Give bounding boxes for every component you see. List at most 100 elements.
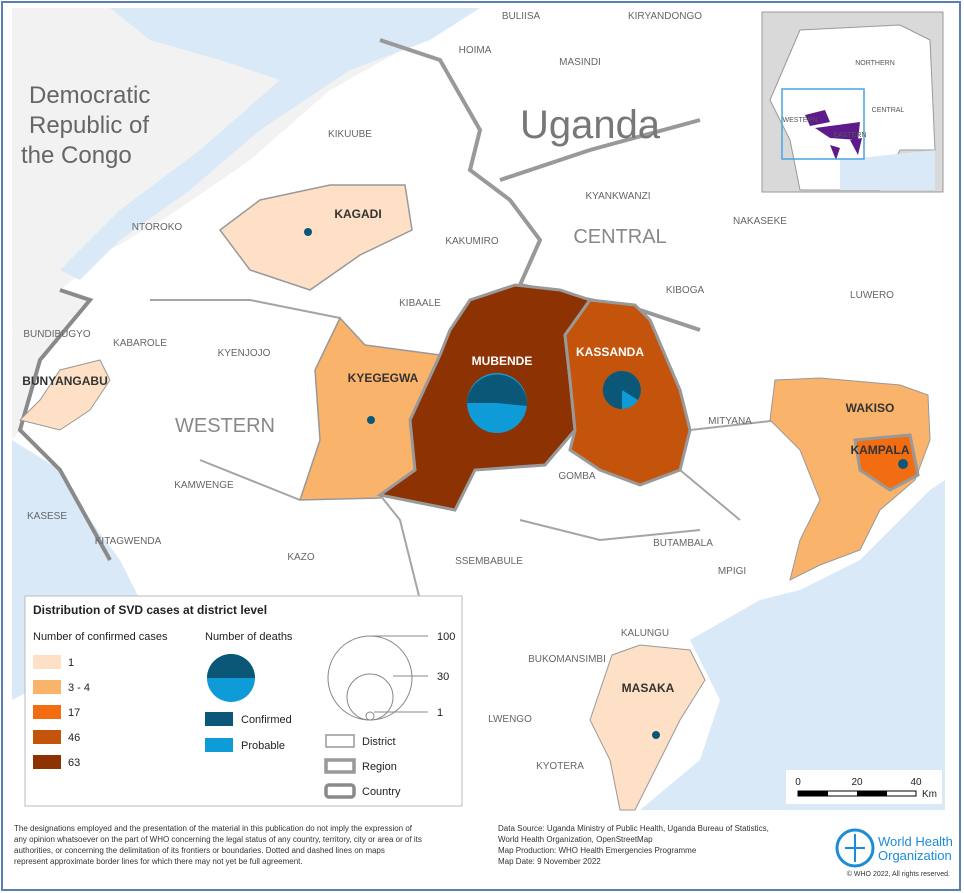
district-label: WAKISO bbox=[846, 401, 895, 415]
district-label: KYANKWANZI bbox=[585, 191, 650, 202]
disclaimer: represent approximate border lines for w… bbox=[14, 857, 303, 866]
legend-swatch bbox=[33, 705, 61, 719]
legend-swatch bbox=[33, 730, 61, 744]
district-label: NAKASEKE bbox=[733, 216, 787, 227]
who-emblem bbox=[845, 834, 865, 862]
district-label: KITAGWENDA bbox=[95, 536, 162, 547]
country-label: the Congo bbox=[21, 142, 132, 169]
country-label: Democratic bbox=[29, 82, 150, 109]
legend-class: 3 - 4 bbox=[68, 682, 90, 694]
dot bbox=[367, 416, 375, 424]
legend-class: 1 bbox=[68, 657, 74, 669]
district-label: BUNYANGABU bbox=[22, 374, 108, 388]
legend-heading: Number of deaths bbox=[205, 631, 293, 643]
source: Data Source: Uganda Ministry of Public H… bbox=[498, 824, 769, 833]
district-bunyangabu bbox=[19, 359, 111, 431]
legend-class: 46 bbox=[68, 732, 80, 744]
legend-size-label: 100 bbox=[437, 631, 455, 643]
district-label: LUWERO bbox=[850, 290, 894, 301]
inset-label: NORTHERN bbox=[855, 60, 895, 67]
legend-boundary bbox=[324, 758, 356, 774]
legend-class: 63 bbox=[68, 757, 80, 769]
district-label: MASAKA bbox=[622, 681, 675, 695]
inset-label: WESTERN bbox=[783, 117, 818, 124]
district-label: KABAROLE bbox=[113, 338, 167, 349]
source: World Health Organization, OpenStreetMap bbox=[498, 835, 653, 844]
scale-box bbox=[786, 770, 942, 804]
district-label: MUBENDE bbox=[472, 354, 533, 368]
district-label: KASESE bbox=[27, 511, 67, 522]
district-label: SSEMBABULE bbox=[455, 556, 523, 567]
district-wakiso bbox=[769, 377, 931, 581]
district-label: MPIGI bbox=[718, 566, 746, 577]
disclaimer: authorities, or concerning the delimitat… bbox=[14, 846, 385, 855]
drc-land bbox=[12, 290, 90, 440]
legend-death-type: Confirmed bbox=[241, 714, 292, 726]
country-label: Republic of bbox=[29, 112, 149, 139]
district-kampala bbox=[853, 433, 920, 492]
country-border bbox=[17, 288, 112, 561]
district-label: KAMPALA bbox=[850, 443, 909, 457]
country-label: Uganda bbox=[520, 103, 661, 147]
pie-kassanda-confirmed bbox=[602, 371, 641, 410]
legend-leaders bbox=[370, 635, 428, 713]
legend-size-label: 1 bbox=[437, 707, 443, 719]
legend-swatch bbox=[33, 680, 61, 694]
source: Map Date: 9 November 2022 bbox=[498, 857, 601, 866]
legend-size-label: 30 bbox=[437, 671, 449, 683]
inset-label: CENTRAL bbox=[872, 107, 905, 114]
who-emblem bbox=[835, 828, 875, 868]
legend-boundary-label: Region bbox=[362, 761, 397, 773]
scale-bar-seg bbox=[798, 791, 828, 796]
district-label: KYENJOJO bbox=[218, 348, 271, 359]
district-label: NTOROKO bbox=[132, 222, 183, 233]
legend-swatch bbox=[33, 655, 61, 669]
region-label: WESTERN bbox=[175, 415, 275, 437]
inset-lake bbox=[840, 150, 935, 190]
legend-death-type: Probable bbox=[241, 740, 285, 752]
district-label: KIBOGA bbox=[666, 285, 705, 296]
lake-albert bbox=[60, 8, 480, 280]
who-name: Organization bbox=[878, 848, 952, 863]
scale-bar bbox=[786, 770, 942, 804]
legend-pie-confirmed bbox=[207, 654, 255, 678]
legend-title: Distribution of SVD cases at district le… bbox=[33, 603, 267, 617]
legend bbox=[24, 595, 463, 807]
legend-size bbox=[365, 711, 375, 721]
scale-label: 20 bbox=[851, 777, 863, 788]
district-label: KYOTERA bbox=[536, 761, 584, 772]
region-label: CENTRAL bbox=[573, 226, 666, 248]
district-label: BUNDIBUGYO bbox=[23, 329, 90, 340]
district-label: BULIISA bbox=[502, 11, 541, 22]
legend-boundary bbox=[325, 734, 355, 748]
pie-mubende-confirmed bbox=[467, 374, 528, 406]
scale-label: 40 bbox=[910, 777, 922, 788]
district-label: BUTAMBALA bbox=[653, 538, 713, 549]
district-label: KAGADI bbox=[334, 207, 381, 221]
dot bbox=[304, 228, 312, 236]
district-label: HOIMA bbox=[459, 45, 492, 56]
legend-swatch bbox=[205, 738, 233, 752]
district-label: KIKUUBE bbox=[328, 129, 372, 140]
scale-label: 0 bbox=[795, 777, 801, 788]
inset-extent bbox=[781, 88, 865, 160]
district-label: MITYANA bbox=[708, 416, 752, 427]
district-borders bbox=[150, 299, 781, 661]
legend-swatch bbox=[33, 755, 61, 769]
district-label: KAKUMIRO bbox=[445, 236, 499, 247]
district-label: KYEGEGWA bbox=[348, 371, 419, 385]
legend-heading: Number of confirmed cases bbox=[33, 631, 168, 643]
dot bbox=[898, 459, 908, 469]
legend-boundary-label: Country bbox=[362, 786, 401, 798]
district-label: MASINDI bbox=[559, 57, 601, 68]
disclaimer: The designations employed and the presen… bbox=[14, 824, 413, 833]
copyright: © WHO 2022, All rights reserved. bbox=[847, 870, 950, 878]
district-label: KAZO bbox=[287, 552, 314, 563]
disclaimer: any opinion whatsoever on the part of WH… bbox=[14, 835, 422, 844]
scale-label: Km bbox=[922, 789, 937, 800]
district-kagadi bbox=[218, 184, 413, 291]
district-label: KIRYANDONGO bbox=[628, 11, 702, 22]
